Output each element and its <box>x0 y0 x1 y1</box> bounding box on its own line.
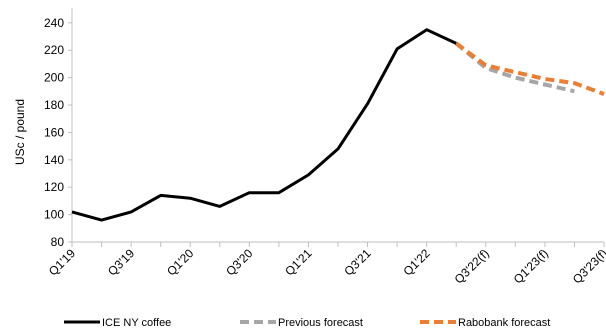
axes <box>71 8 604 243</box>
series-line-rabobank-forecast <box>455 41 605 96</box>
series-lines <box>71 28 605 222</box>
y-tick-label: 200 <box>44 71 64 85</box>
series-line-previous-forecast <box>454 41 575 94</box>
y-tick-label: 160 <box>44 125 64 139</box>
x-tick-label: Q3'23(f) <box>570 246 606 286</box>
legend-label: ICE NY coffee <box>102 317 171 329</box>
x-tick-labels: Q1'19 Q3'19 Q1'20 Q3'20 Q1'21 Q3'21 Q1'22 Q3'22… <box>46 242 606 287</box>
x-tick-label: Q1'21 <box>282 246 315 279</box>
legend-label: Rabobank forecast <box>458 317 550 329</box>
x-tick-label: Q3'20 <box>223 246 256 279</box>
series-line-ice-ny-coffee <box>71 28 457 222</box>
x-tick-label: Q3'21 <box>341 246 374 279</box>
y-tick-label: 180 <box>44 98 64 112</box>
x-tick-label: Q3'19 <box>105 246 138 279</box>
x-tick-label: Q1'23(f) <box>511 246 551 286</box>
y-tick-label: 240 <box>44 16 64 30</box>
y-tick-label: 100 <box>44 208 64 222</box>
x-tick-label: Q1'22 <box>401 246 434 279</box>
x-tick-label: Q1'20 <box>164 246 197 279</box>
y-tick-label: 140 <box>44 153 64 167</box>
legend: ICE NY coffee Previous forecast Rabobank f… <box>64 317 550 329</box>
x-tick-label: Q1'19 <box>46 246 79 279</box>
y-tick-label: 120 <box>44 180 64 194</box>
y-axis-title: USc / pound <box>13 99 27 165</box>
y-tick-label: 80 <box>51 235 65 249</box>
y-tick-label: 220 <box>44 43 64 57</box>
y-tick-labels: 80 100 120 140 160 180 200 220 240 <box>44 16 72 249</box>
x-tick-label: Q3'22(f) <box>452 246 492 286</box>
legend-label: Previous forecast <box>278 317 363 329</box>
